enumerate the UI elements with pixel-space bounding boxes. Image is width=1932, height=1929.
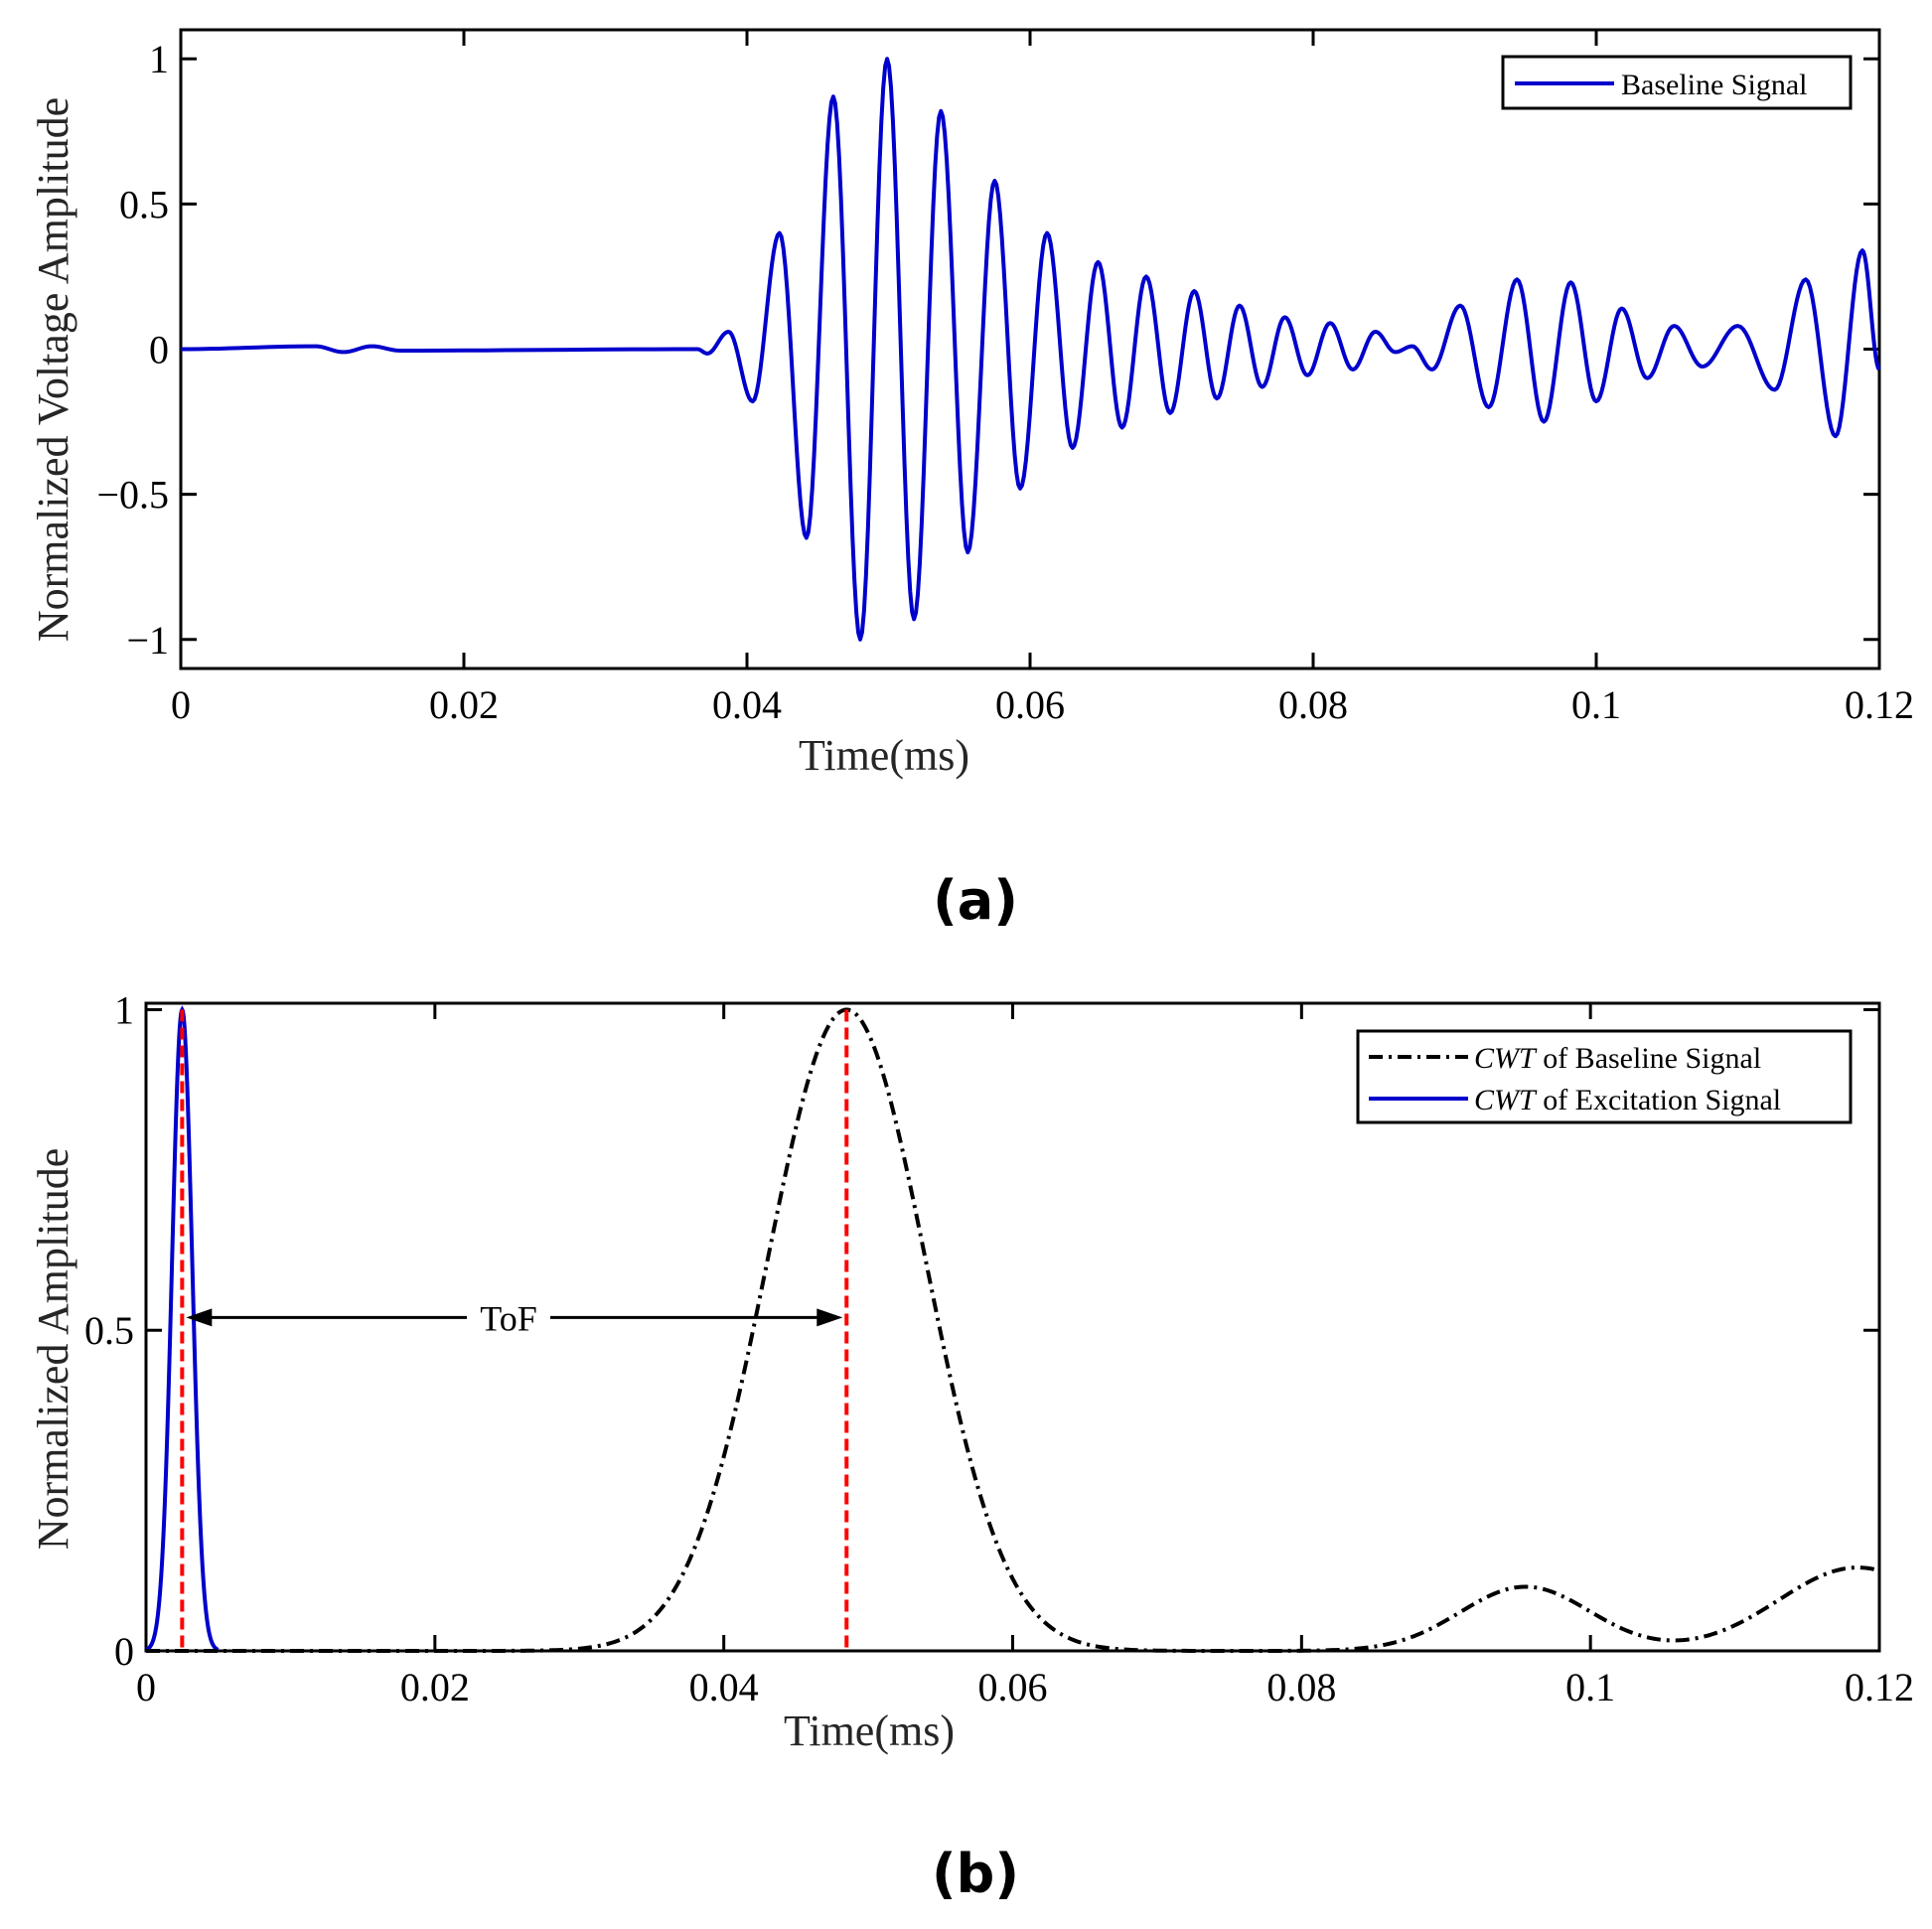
panel-a-ticks: 0 0.02 0.04 0.06 0.08 0.1 0.12 −1 −0.5 0 0.5 1 (96, 30, 1914, 727)
panel-b-y-axis-label: Normalized Amplitude (29, 1148, 77, 1550)
panel-b-legend-box (1356, 1029, 1853, 1124)
cwt-excitation-legend-label-italic: CWT (1474, 1084, 1538, 1116)
panel-b-legend: CWT of Baseline Signal CWT of Excitation… (1356, 1029, 1853, 1124)
panel-a-y-tick-label: −1 (126, 618, 169, 663)
tof-annotation-label: ToF (480, 1298, 537, 1338)
panel-b-y-tick-label: 1 (114, 987, 134, 1032)
panel-b-ticks: 0 0.02 0.04 0.06 0.08 0.1 0.12 0 0.5 1 (84, 987, 1914, 1709)
cwt-baseline-legend-label-rest: of Baseline Signal (1536, 1042, 1761, 1075)
panel-b-y-tick-label: 0 (114, 1629, 134, 1674)
panel-a-x-axis-label: Time(ms) (799, 731, 969, 780)
panel-a-x-tick-label: 0.08 (1278, 682, 1348, 727)
panel-a-x-tick-label: 0.04 (712, 682, 782, 727)
tof-arrow-left-head (186, 1308, 213, 1327)
panel-b-x-axis-label: Time(ms) (784, 1706, 955, 1755)
tof-arrow-right-head (817, 1308, 843, 1327)
panel-b-x-tick-label: 0.02 (400, 1665, 470, 1709)
panel-a-label: (a) (933, 869, 1018, 932)
panel-a-legend-box (1501, 55, 1853, 110)
panel-a-y-axis-label: Normalized Voltage Amplitude (29, 97, 77, 642)
panel-a-y-tick-label: 1 (149, 37, 169, 81)
baseline-signal-legend-label: Baseline Signal (1621, 69, 1807, 101)
panel-a-x-tick-label: 0.1 (1571, 682, 1621, 727)
cwt-baseline-legend-label-italic: CWT (1474, 1042, 1538, 1075)
panel-b: 0 0.02 0.04 0.06 0.08 0.1 0.12 0 0.5 1 ToF Normal… (29, 987, 1914, 1905)
panel-a-x-tick-label: 0.06 (995, 682, 1065, 727)
panel-b-x-tick-label: 0.1 (1565, 1665, 1615, 1709)
panel-b-label: (b) (932, 1843, 1019, 1905)
panel-b-x-tick-label: 0 (136, 1665, 156, 1709)
panel-a-x-tick-label: 0.02 (429, 682, 499, 727)
panel-b-x-tick-label: 0.08 (1266, 1665, 1336, 1709)
panel-b-x-tick-label: 0.06 (978, 1665, 1048, 1709)
baseline-signal-line (180, 57, 1881, 642)
panel-a-y-tick-label: 0.5 (119, 182, 169, 226)
cwt-baseline-legend-label: CWT of Baseline Signal (1474, 1042, 1761, 1075)
panel-a-legend: Baseline Signal (1501, 55, 1853, 110)
cwt-excitation-legend-label-rest: of Excitation Signal (1536, 1084, 1781, 1116)
tof-arrow: ToF (186, 1298, 843, 1338)
panel-a-y-tick-label: 0 (149, 328, 169, 372)
panel-b-x-tick-label: 0.12 (1845, 1665, 1914, 1709)
panel-b-x-tick-label: 0.04 (689, 1665, 759, 1709)
panel-a-x-tick-label: 0 (171, 682, 191, 727)
panel-a-y-tick-label: −0.5 (96, 473, 169, 518)
cwt-baseline-signal-line (146, 1007, 1880, 1653)
panel-a-x-tick-label: 0.12 (1845, 682, 1914, 727)
panel-b-y-tick-label: 0.5 (84, 1308, 134, 1353)
panel-a: 0 0.02 0.04 0.06 0.08 0.1 0.12 −1 −0.5 0 0.5 1 Norm… (29, 28, 1914, 932)
cwt-excitation-legend-label: CWT of Excitation Signal (1474, 1084, 1781, 1116)
